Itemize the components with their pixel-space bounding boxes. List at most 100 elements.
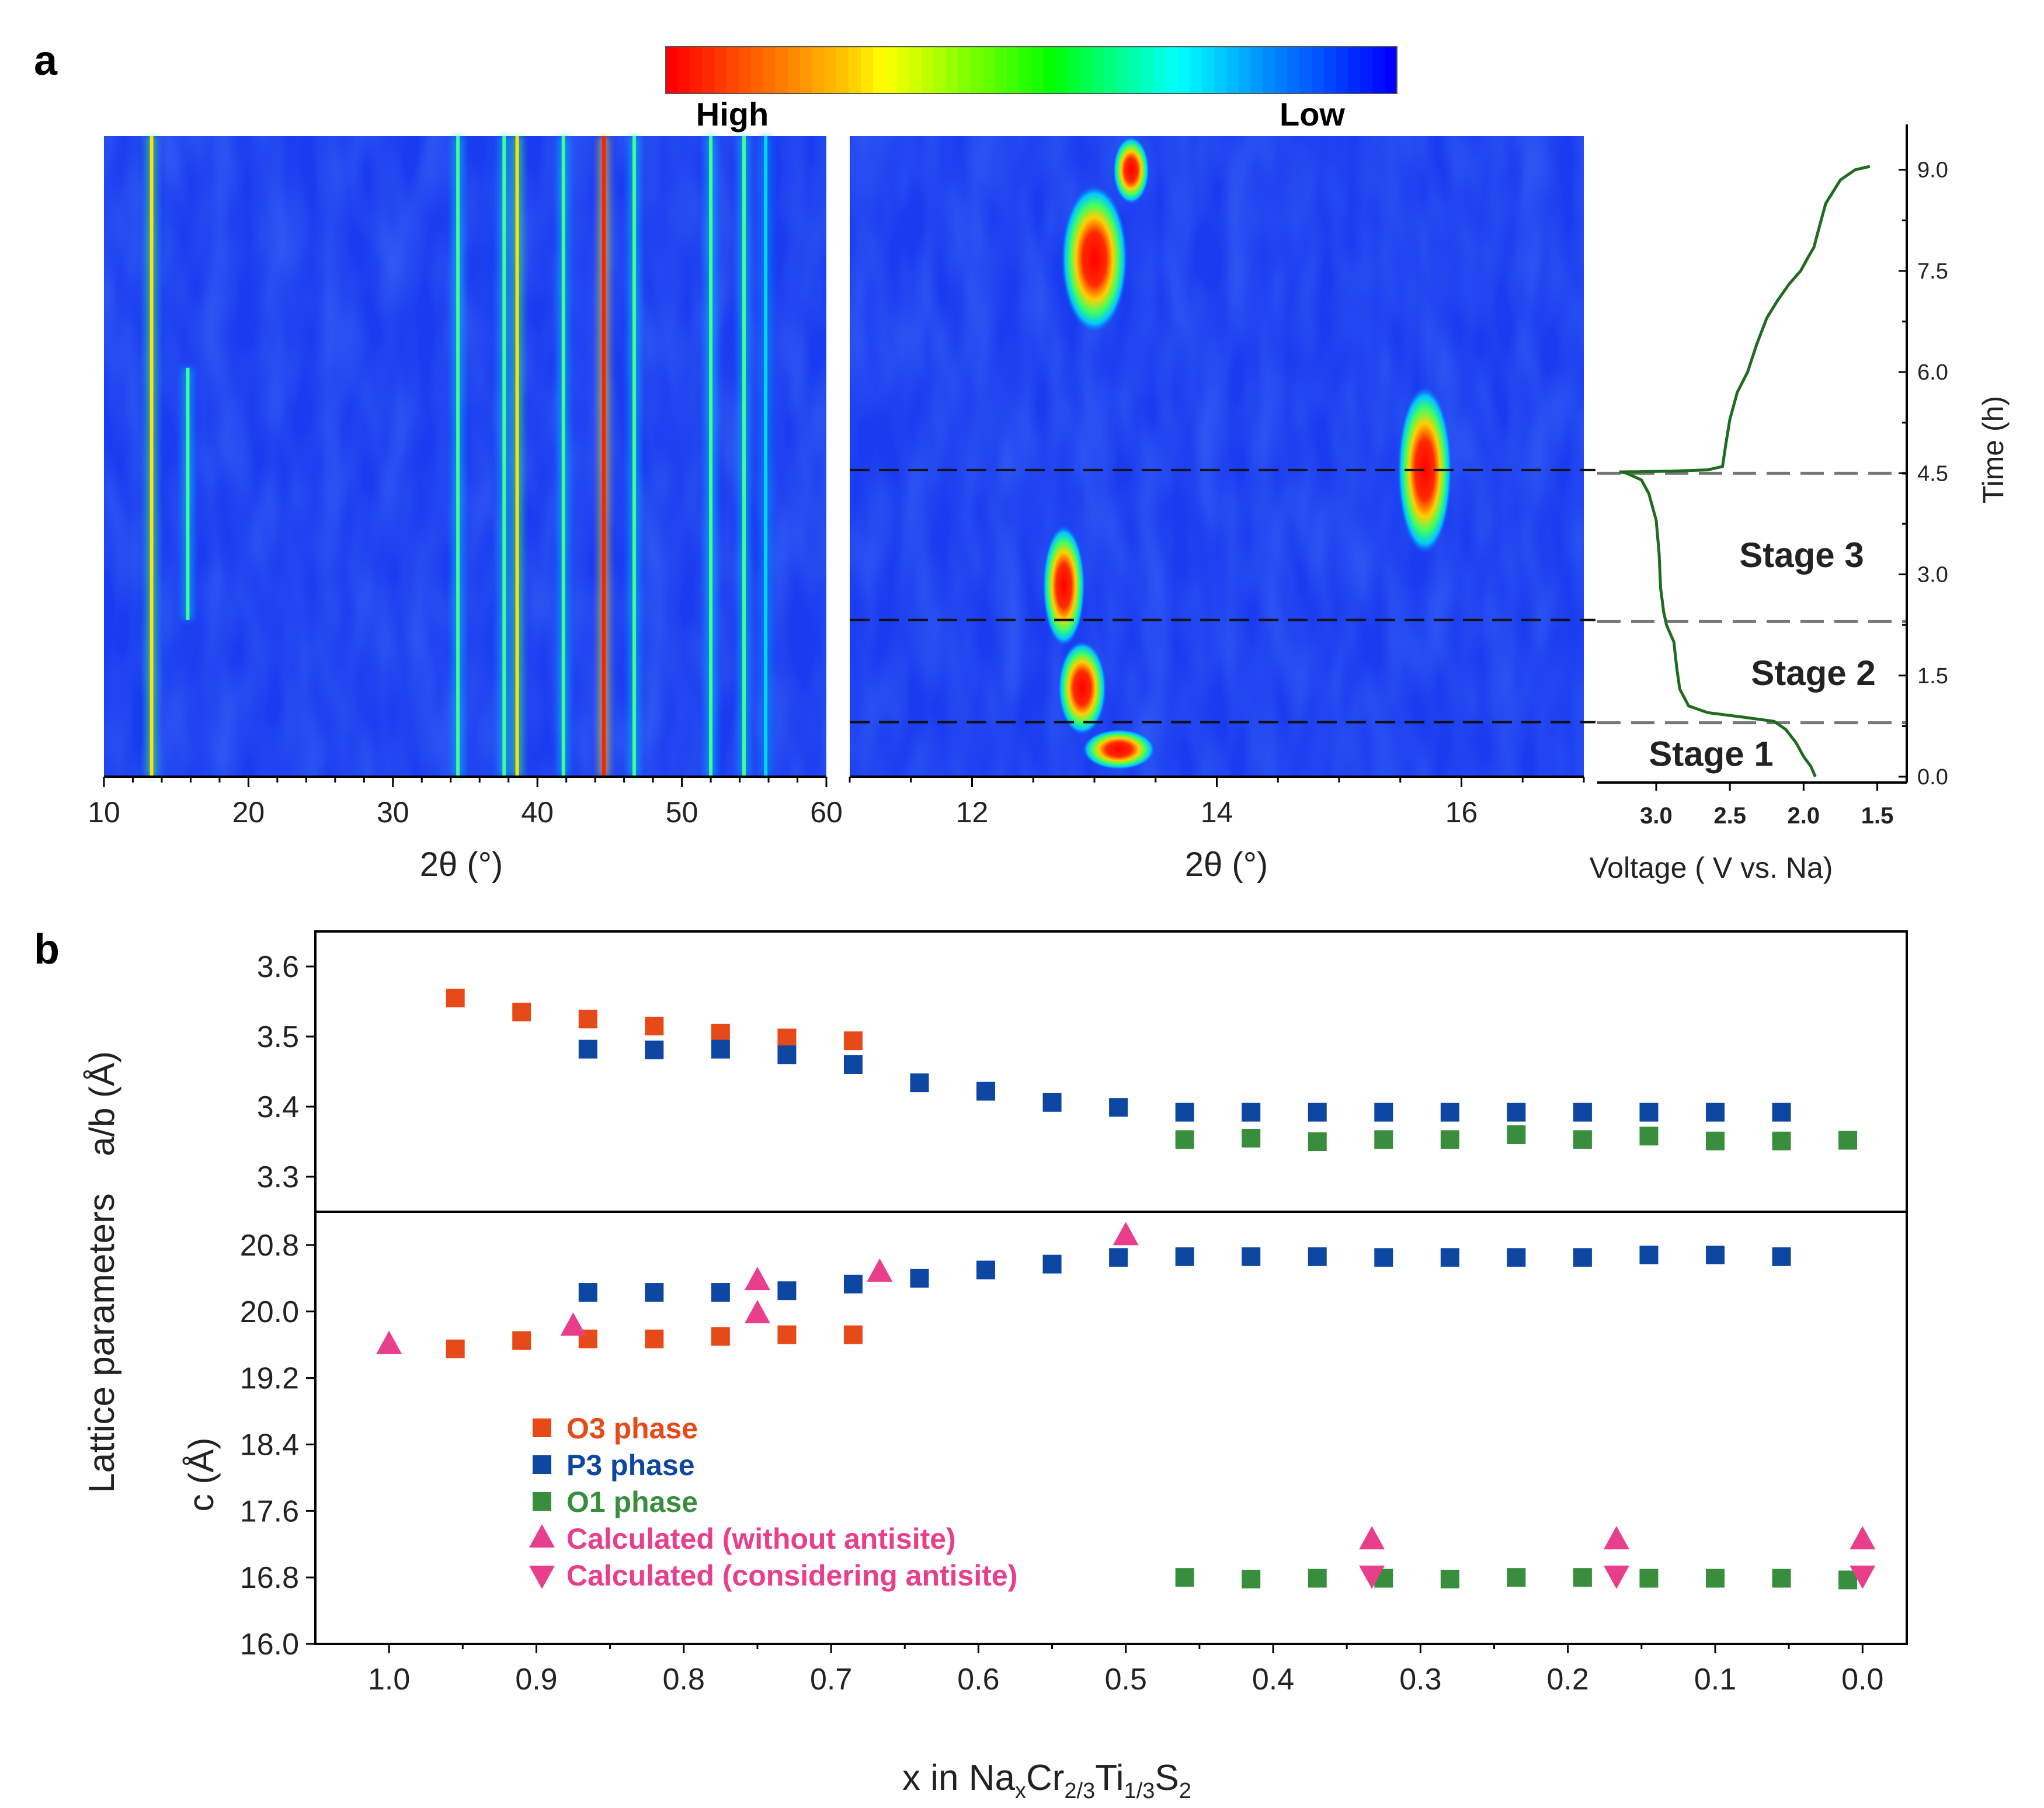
lattice-shared-ylabel: Lattice parameters [82,1193,122,1493]
colorbar-segment [1202,47,1215,93]
data-point-square [1639,1103,1659,1122]
data-point-square [1639,1126,1659,1146]
data-point-triangle-down [1850,1565,1876,1589]
colorbar-segment [824,47,837,93]
data-point-square [1242,1103,1261,1122]
colorbar-segment [1214,47,1227,93]
data-point-square [1242,1570,1261,1588]
data-point-triangle-up [744,1300,770,1324]
diffraction-peak [1397,384,1452,555]
data-point-triangle-down [1603,1565,1629,1589]
lattice-xlabel-sub-13: 1/3 [1124,1779,1155,1803]
voltage-tick-label: 2.0 [1788,803,1820,829]
diffraction-line [515,136,519,777]
data-point-square [1175,1130,1194,1149]
colorbar-segment [751,47,764,93]
colorbar-segment [666,47,679,93]
colorbar-segment [1055,47,1069,93]
voltage-tick-label: 1.5 [1861,803,1894,829]
data-point-square [1109,1098,1128,1117]
data-point-square [1772,1131,1791,1150]
data-point-square [533,1492,551,1511]
time-tick-label: 9.0 [1917,158,1948,183]
diffraction-line [456,136,460,777]
colorbar-segment [1068,47,1081,93]
diffraction-line [632,136,636,777]
data-point-square [711,1283,730,1302]
data-point-triangle-up [1850,1526,1876,1550]
colorbar-segment [982,47,996,93]
heatmap-zoom-tick-label: 14 [1201,796,1233,829]
lattice-ab-frame [314,930,1908,1213]
diffraction-peak [1058,640,1107,736]
colorbar-segment [1360,47,1374,93]
data-point-square [1573,1568,1592,1587]
lattice-xlabel-ti: Ti [1095,1758,1124,1798]
colorbar-segment [1141,47,1154,93]
colorbar-segment [860,47,874,93]
voltage-tick-label: 2.5 [1713,803,1746,829]
data-point-square [533,1455,551,1474]
data-point-square [910,1073,929,1093]
lattice-c-frame [314,1211,1908,1645]
lattice-xlabel-main: x in Na [902,1758,1015,1798]
lattice-c-tick-label: 20.8 [240,1229,299,1263]
data-point-square [711,1327,730,1346]
lattice-c-tick-label: 18.4 [240,1428,299,1462]
diffraction-line [186,367,190,620]
colorbar-segment [799,47,813,93]
data-point-square [1772,1569,1791,1588]
lattice-c-chart: 16.0 16.8 17.6 18.4 19.2 20.0 20.8 1.0 0.9 0.8 0.7… [240,1211,1908,1696]
data-point-square [1242,1247,1261,1266]
legend: O3 phase P3 phase O1 phase Calculated (with… [529,1412,1017,1592]
lattice-c-tick-label: 20.0 [240,1295,299,1329]
colorbar-segment [836,47,849,93]
diffraction-peak [1113,136,1150,204]
voltage-profile-chart: 0.0 1.5 3.0 4.5 6.0 7.5 9.0 3.0 2.5 2.0 1.5 Stage 1… [1597,124,1948,829]
data-point-triangle-up [529,1524,555,1548]
lattice-xlabel-sub-x: x [1015,1779,1026,1803]
time-tick-label: 4.5 [1917,461,1948,486]
legend-label: Calculated (considering antisite) [566,1559,1017,1592]
time-tick-label: 1.5 [1917,664,1948,689]
data-point-square [1838,1570,1858,1590]
data-point-triangle-down [1359,1565,1385,1589]
data-point-square [777,1028,797,1048]
colorbar-segment [922,47,934,93]
data-point-square [843,1055,863,1074]
data-point-square [843,1031,863,1051]
lattice-xlabel-sub-2: 2 [1179,1779,1191,1803]
data-point-square [578,1283,597,1302]
data-point-square [1507,1248,1526,1267]
data-point-triangle-up [560,1312,586,1336]
data-point-square [1772,1103,1791,1122]
data-point-square [1175,1103,1194,1122]
data-point-square [578,1039,597,1059]
lattice-xlabel-cr: Cr [1026,1758,1064,1798]
lattice-c-xtick-label: 0.4 [1252,1663,1294,1696]
heatmap-zoom-tick-label: 12 [956,796,989,829]
colorbar-segment [1311,47,1325,93]
colorbar-segment [1007,47,1020,93]
diffraction-peak [1082,729,1156,770]
colorbar-segment [958,47,971,93]
colorbar-segment [1177,47,1191,93]
lattice-c-xtick-label: 0.5 [1105,1663,1147,1696]
lattice-xlabel: x in NaxCr2/3Ti1/3S2 [902,1758,1191,1803]
colorbar-segment [812,47,825,93]
diffraction-peak [1061,183,1128,334]
data-point-square [446,1339,465,1358]
lattice-xlabel-s: S [1155,1758,1179,1798]
lattice-xlabel-sub-23: 2/3 [1064,1779,1095,1803]
data-point-square [512,1003,531,1021]
legend-label: O3 phase [566,1412,698,1445]
data-point-square [645,1017,664,1035]
data-point-square [1374,1248,1393,1267]
data-point-square [1440,1103,1459,1122]
data-point-square [1042,1093,1062,1112]
lattice-c-tick-label: 16.8 [240,1561,299,1595]
lattice-c-xtick-label: 1.0 [368,1663,410,1696]
lattice-c-xtick-label: 0.1 [1694,1663,1736,1696]
data-point-triangle-up [1113,1222,1139,1246]
colorbar-segment [1323,47,1337,93]
